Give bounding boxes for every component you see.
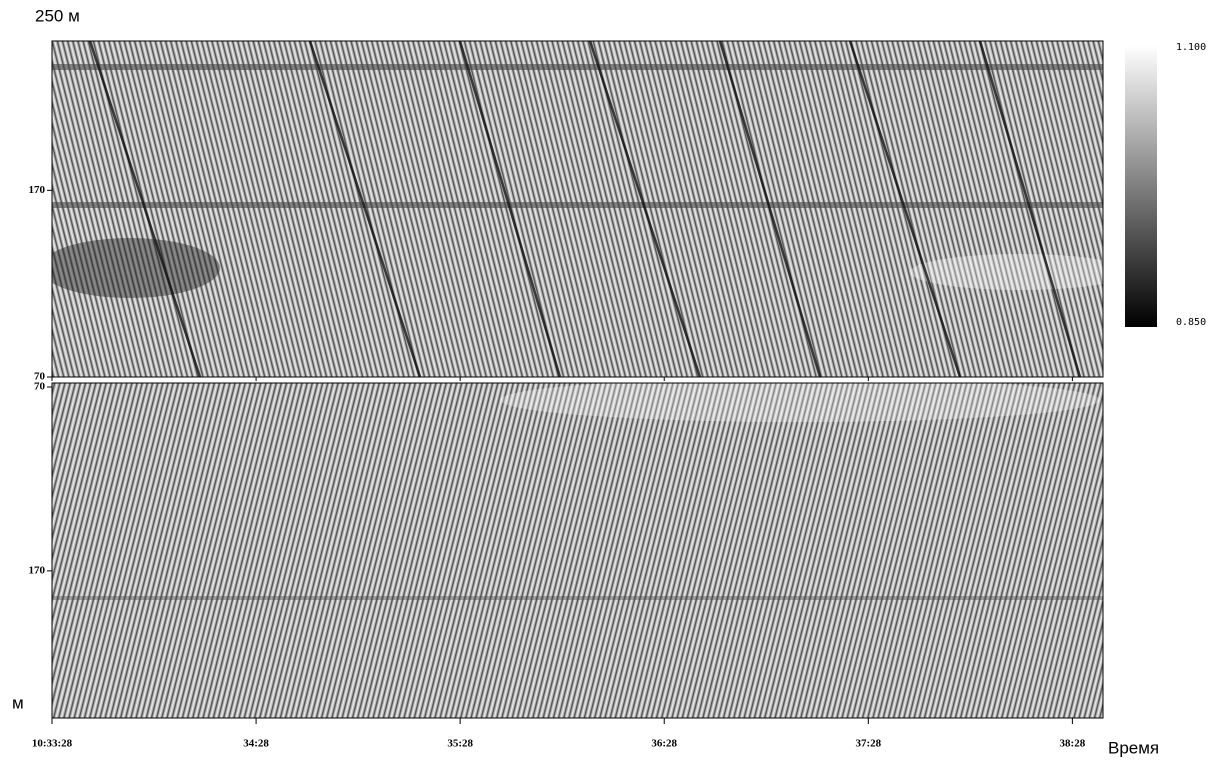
y-label: м — [12, 693, 24, 712]
x-tick-label: 34:28 — [243, 738, 269, 750]
chart: 250 м м Время 10:33:28 34:28 35:28 36:28 37:… — [0, 0, 1225, 762]
bottom-panel-image — [52, 378, 1103, 718]
title: 250 м — [35, 6, 80, 25]
colorbar-label: 1.100 — [1176, 42, 1206, 53]
y-tick-label: 170 — [29, 184, 46, 196]
colorbar — [1125, 45, 1157, 327]
x-tick-label: 37:28 — [855, 738, 881, 750]
x-tick-label: 10:33:28 — [32, 738, 73, 750]
top-panel-image — [40, 41, 1130, 377]
y-tick-label: 70 — [34, 381, 46, 393]
x-tick-label: 38:28 — [1060, 738, 1086, 750]
colorbar-label: 0.850 — [1176, 317, 1206, 328]
x-tick-label: 36:28 — [651, 738, 677, 750]
y-tick-label: 170 — [29, 564, 46, 576]
x-tick-label: 35:28 — [447, 738, 473, 750]
x-label: Время — [1108, 738, 1159, 757]
